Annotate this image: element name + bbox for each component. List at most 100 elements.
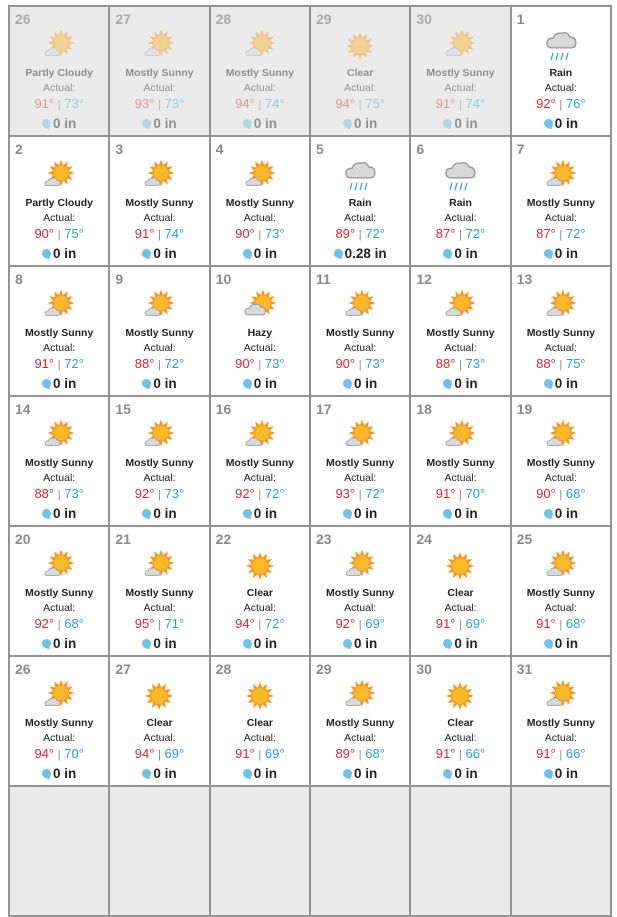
temperatures: 91° | 74° bbox=[435, 96, 486, 111]
actual-label: Actual: bbox=[43, 342, 76, 354]
precipitation: 0 in bbox=[211, 376, 309, 391]
condition-label: Hazy bbox=[247, 327, 273, 339]
low-temp: 68° bbox=[565, 616, 586, 631]
day-cell-next-month[interactable] bbox=[10, 787, 109, 915]
day-cell[interactable]: 29 Clear Actual: 94° | 75° 0 in bbox=[311, 7, 410, 135]
actual-label: Actual: bbox=[243, 342, 276, 354]
day-cell[interactable]: 30 Clear Actual: 91° | 66° 0 in bbox=[411, 657, 510, 785]
day-cell[interactable]: 31 Mostly Sunny Actual: 91° | 66° 0 in bbox=[511, 657, 610, 785]
day-number: 30 bbox=[416, 11, 432, 27]
high-temp: 87° bbox=[536, 226, 556, 241]
day-cell[interactable]: 25 Mostly Sunny Actual: 91° | 68° 0 in bbox=[511, 527, 610, 655]
precipitation: 0 in bbox=[512, 766, 610, 781]
actual-label: Actual: bbox=[43, 82, 76, 94]
high-temp: 93° bbox=[335, 486, 356, 501]
sun-cloud-icon bbox=[343, 679, 377, 713]
day-cell[interactable]: 2 Partly Cloudy Actual: 90° | 75° 0 in bbox=[10, 137, 109, 265]
raindrop-icon bbox=[141, 507, 153, 520]
day-cell-next-month[interactable] bbox=[511, 787, 610, 915]
high-temp: 92° bbox=[34, 616, 55, 631]
day-number: 1 bbox=[516, 11, 525, 27]
day-cell[interactable]: 24 Clear Actual: 91° | 69° 0 in bbox=[411, 527, 510, 655]
day-cell[interactable]: 17 Mostly Sunny Actual: 93° | 72° 0 in bbox=[311, 397, 410, 525]
precipitation: 0 in bbox=[211, 506, 309, 521]
temperatures: 88° | 73° bbox=[34, 486, 84, 501]
day-cell[interactable]: 10 Hazy Actual: 90° | 73° 0 in bbox=[210, 267, 309, 395]
day-cell[interactable]: 27 Mostly Sunny Actual: 93° | 73° 0 in bbox=[110, 7, 209, 135]
low-temp: 74° bbox=[264, 96, 285, 111]
actual-label: Actual: bbox=[444, 472, 477, 484]
precip-amount: 0.28 in bbox=[344, 246, 387, 261]
precipitation: 0 in bbox=[311, 116, 409, 131]
day-number: 3 bbox=[115, 141, 124, 157]
day-cell[interactable]: 20 Mostly Sunny Actual: 92° | 68° 0 in bbox=[10, 527, 109, 655]
day-cell[interactable]: 12 Mostly Sunny Actual: 88° | 73° 0 in bbox=[411, 267, 510, 395]
low-temp: 74° bbox=[465, 96, 486, 111]
day-cell[interactable]: 3 Mostly Sunny Actual: 91° | 74° 0 in bbox=[110, 137, 209, 265]
day-cell[interactable]: 1 Rain Actual: 92° | 76° 0 in bbox=[511, 7, 610, 135]
day-cell[interactable]: 26 Partly Cloudy Actual: 91° | 73° 0 in bbox=[10, 7, 109, 135]
day-cell[interactable]: 11 Mostly Sunny Actual: 90° | 73° 0 in bbox=[311, 267, 410, 395]
day-cell[interactable]: 22 Clear Actual: 94° | 72° 0 in bbox=[210, 527, 309, 655]
precipitation: 0 in bbox=[512, 636, 610, 651]
actual-label: Actual: bbox=[243, 472, 276, 484]
day-cell[interactable]: 26 Mostly Sunny Actual: 94° | 70° 0 in bbox=[10, 657, 109, 785]
high-temp: 90° bbox=[335, 356, 356, 371]
precip-amount: 0 in bbox=[354, 506, 378, 521]
day-cell[interactable]: 6 Rain Actual: 87° | 72° 0 in bbox=[411, 137, 510, 265]
day-cell[interactable]: 28 Clear Actual: 91° | 69° 0 in bbox=[210, 657, 309, 785]
sun-icon bbox=[243, 679, 277, 713]
raindrop-icon bbox=[40, 507, 53, 520]
sun-cloud-icon bbox=[42, 419, 76, 453]
day-cell[interactable]: 23 Mostly Sunny Actual: 92° | 69° 0 in bbox=[311, 527, 410, 655]
day-cell[interactable]: 30 Mostly Sunny Actual: 91° | 74° 0 in bbox=[411, 7, 510, 135]
day-cell[interactable]: 21 Mostly Sunny Actual: 95° | 71° 0 in bbox=[110, 527, 209, 655]
precip-amount: 0 in bbox=[554, 766, 578, 781]
actual-label: Actual: bbox=[143, 82, 176, 94]
low-temp: 72° bbox=[365, 486, 385, 501]
low-temp: 68° bbox=[64, 616, 84, 631]
actual-label: Actual: bbox=[243, 212, 276, 224]
day-number: 8 bbox=[15, 271, 23, 287]
day-cell-next-month[interactable] bbox=[311, 787, 410, 915]
low-temp: 66° bbox=[465, 746, 486, 761]
low-temp: 72° bbox=[264, 616, 285, 631]
day-cell-next-month[interactable] bbox=[110, 787, 209, 915]
actual-label: Actual: bbox=[444, 342, 477, 354]
precip-amount: 0 in bbox=[53, 766, 77, 781]
high-temp: 91° bbox=[435, 96, 456, 111]
day-cell[interactable]: 9 Mostly Sunny Actual: 88° | 72° 0 in bbox=[110, 267, 209, 395]
raindrop-icon bbox=[332, 247, 344, 260]
sun-cloud-icon bbox=[243, 419, 277, 453]
raindrop-icon bbox=[40, 637, 53, 650]
day-cell[interactable]: 7 Mostly Sunny Actual: 87° | 72° 0 in bbox=[511, 137, 610, 265]
day-cell[interactable]: 13 Mostly Sunny Actual: 88° | 75° 0 in bbox=[511, 267, 610, 395]
day-cell-next-month[interactable] bbox=[411, 787, 510, 915]
day-cell[interactable]: 28 Mostly Sunny Actual: 94° | 74° 0 in bbox=[210, 7, 309, 135]
day-cell[interactable]: 19 Mostly Sunny Actual: 90° | 68° 0 in bbox=[511, 397, 610, 525]
day-cell[interactable]: 4 Mostly Sunny Actual: 90° | 73° 0 in bbox=[210, 137, 309, 265]
actual-label: Actual: bbox=[243, 602, 276, 614]
day-cell[interactable]: 8 Mostly Sunny Actual: 91° | 72° 0 in bbox=[10, 267, 109, 395]
day-cell-next-month[interactable] bbox=[210, 787, 309, 915]
condition-label: Clear bbox=[246, 717, 273, 729]
day-cell[interactable]: 18 Mostly Sunny Actual: 91° | 70° 0 in bbox=[411, 397, 510, 525]
day-number: 25 bbox=[516, 531, 533, 547]
day-cell[interactable]: 15 Mostly Sunny Actual: 92° | 73° 0 in bbox=[110, 397, 209, 525]
high-temp: 93° bbox=[134, 96, 155, 111]
precip-amount: 0 in bbox=[454, 506, 478, 521]
precipitation: 0 in bbox=[10, 376, 108, 391]
day-cell[interactable]: 16 Mostly Sunny Actual: 92° | 72° 0 in bbox=[210, 397, 309, 525]
day-cell[interactable]: 27 Clear Actual: 94° | 69° 0 in bbox=[110, 657, 209, 785]
precipitation: 0 in bbox=[411, 376, 509, 391]
low-temp: 70° bbox=[465, 486, 486, 501]
precip-amount: 0 in bbox=[253, 116, 277, 131]
day-cell[interactable]: 29 Mostly Sunny Actual: 89° | 68° 0 in bbox=[311, 657, 410, 785]
actual-label: Actual: bbox=[544, 342, 577, 354]
day-cell[interactable]: 5 Rain Actual: 89° | 72° 0.28 in bbox=[311, 137, 410, 265]
day-number: 12 bbox=[416, 271, 432, 287]
day-cell[interactable]: 14 Mostly Sunny Actual: 88° | 73° 0 in bbox=[10, 397, 109, 525]
condition-label: Mostly Sunny bbox=[225, 197, 294, 209]
raindrop-icon bbox=[241, 767, 253, 780]
actual-label: Actual: bbox=[444, 602, 477, 614]
